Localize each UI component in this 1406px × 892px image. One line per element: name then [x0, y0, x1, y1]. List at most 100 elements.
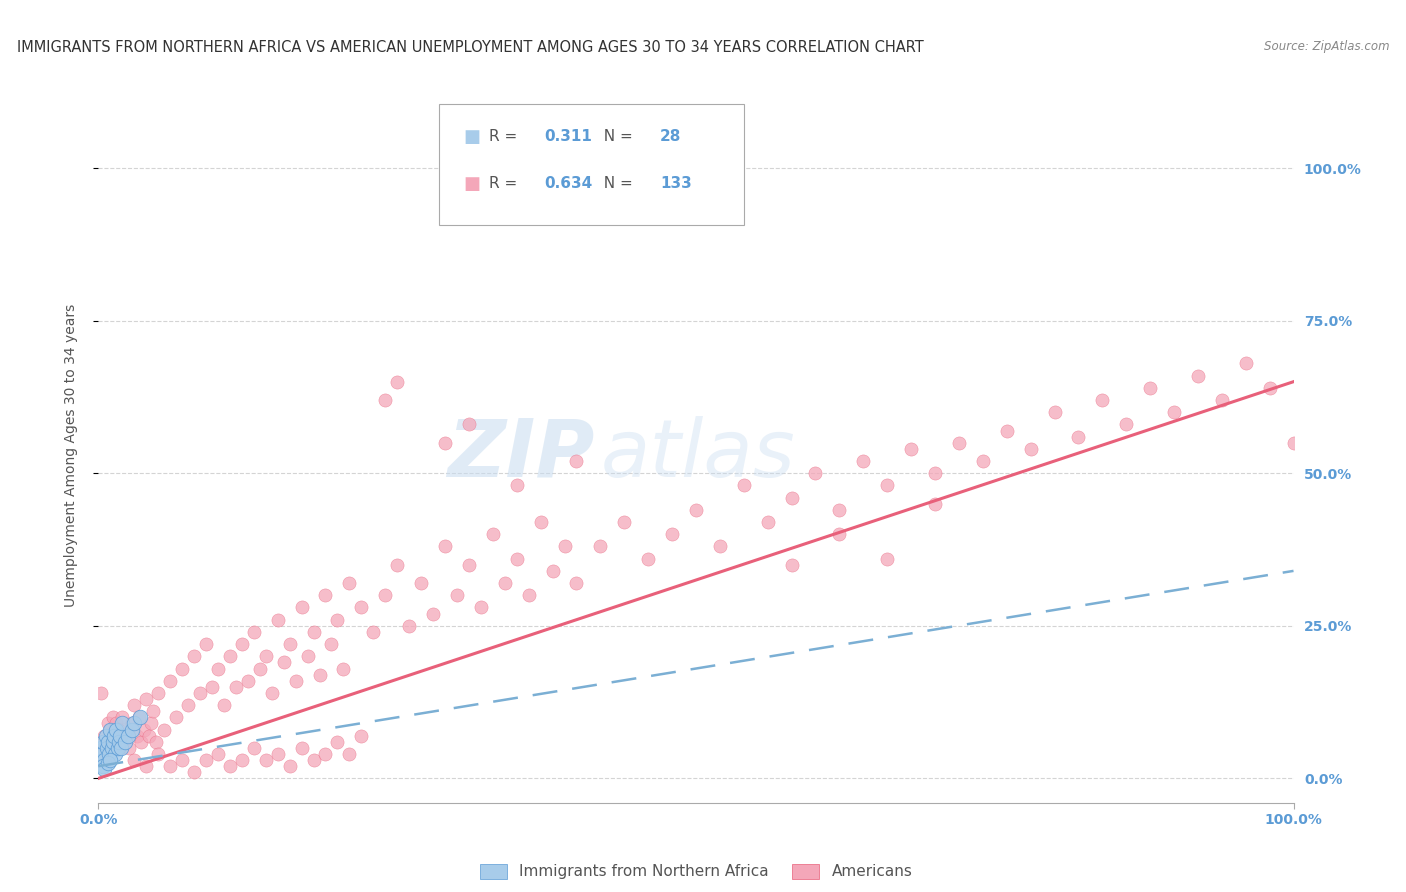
Point	[135, 759, 157, 773]
Point	[207, 661, 229, 675]
Point	[326, 613, 349, 627]
Point	[108, 740, 131, 755]
Point	[93, 729, 115, 743]
Point	[661, 527, 683, 541]
Point	[1282, 435, 1305, 450]
Point	[446, 588, 468, 602]
Point	[97, 756, 120, 771]
Text: IMMIGRANTS FROM NORTHERN AFRICA VS AMERICAN UNEMPLOYMENT AMONG AGES 30 TO 34 YEA: IMMIGRANTS FROM NORTHERN AFRICA VS AMERI…	[17, 40, 924, 55]
Point	[91, 759, 114, 773]
Point	[284, 673, 307, 688]
Point	[637, 551, 659, 566]
Point	[541, 564, 564, 578]
Point	[458, 417, 481, 432]
Point	[530, 515, 553, 529]
Text: N =: N =	[595, 176, 638, 191]
Point	[243, 624, 266, 639]
Point	[107, 735, 129, 749]
Point	[104, 740, 127, 755]
Point	[434, 435, 457, 450]
Point	[565, 576, 588, 591]
Point	[131, 735, 153, 749]
Point	[117, 729, 139, 743]
Point	[110, 740, 132, 755]
Point	[183, 765, 205, 780]
Text: ■: ■	[463, 128, 479, 146]
Point	[243, 740, 266, 755]
Point	[101, 710, 124, 724]
Point	[374, 392, 396, 407]
Point	[177, 698, 200, 713]
Point	[91, 740, 114, 755]
Point	[1163, 405, 1185, 419]
Point	[212, 698, 235, 713]
Point	[128, 710, 150, 724]
Point	[115, 723, 138, 737]
Point	[219, 759, 242, 773]
Point	[103, 729, 125, 743]
Point	[756, 515, 779, 529]
Point	[332, 661, 354, 675]
Point	[308, 667, 330, 681]
Point	[876, 551, 898, 566]
Text: 28: 28	[661, 129, 682, 145]
Text: 0.311: 0.311	[544, 129, 592, 145]
Point	[124, 716, 146, 731]
Point	[105, 716, 128, 731]
Point	[124, 753, 146, 767]
Point	[321, 637, 343, 651]
Point	[1258, 381, 1281, 395]
Point	[900, 442, 922, 456]
Point	[733, 478, 755, 492]
Point	[90, 740, 112, 755]
Point	[470, 600, 492, 615]
Point	[589, 540, 612, 554]
Point	[398, 619, 420, 633]
Point	[1211, 392, 1233, 407]
Point	[1019, 442, 1042, 456]
Point	[554, 540, 576, 554]
Point	[852, 454, 875, 468]
Point	[96, 735, 118, 749]
Point	[129, 710, 152, 724]
Point	[302, 753, 325, 767]
Point	[828, 503, 851, 517]
Point	[315, 747, 337, 761]
Point	[172, 753, 194, 767]
Point	[780, 558, 803, 572]
Point	[972, 454, 994, 468]
Point	[201, 680, 224, 694]
Point	[1067, 429, 1090, 443]
Point	[172, 661, 194, 675]
Point	[100, 735, 122, 749]
Text: Source: ZipAtlas.com: Source: ZipAtlas.com	[1264, 40, 1389, 54]
Point	[458, 558, 481, 572]
Point	[278, 759, 301, 773]
Point	[315, 588, 337, 602]
Point	[135, 692, 157, 706]
Point	[494, 576, 516, 591]
FancyBboxPatch shape	[439, 103, 744, 226]
Point	[97, 735, 120, 749]
Point	[249, 661, 271, 675]
Point	[165, 710, 187, 724]
Point	[254, 753, 277, 767]
Text: 0.634: 0.634	[544, 176, 592, 191]
Point	[422, 607, 444, 621]
Point	[111, 716, 134, 731]
Point	[195, 753, 218, 767]
Point	[97, 716, 120, 731]
Point	[114, 735, 136, 749]
Point	[114, 735, 136, 749]
Point	[94, 729, 117, 743]
Point	[96, 740, 118, 755]
Point	[195, 637, 218, 651]
Point	[506, 478, 529, 492]
Point	[142, 704, 165, 718]
Point	[1091, 392, 1114, 407]
Point	[1234, 356, 1257, 370]
Point	[350, 600, 373, 615]
Point	[145, 735, 167, 749]
Point	[434, 540, 457, 554]
Point	[108, 729, 131, 743]
